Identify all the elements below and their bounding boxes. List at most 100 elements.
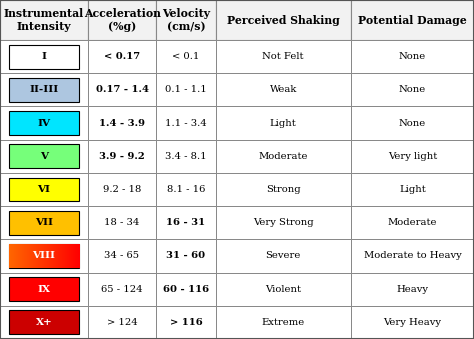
Text: < 0.1: < 0.1 (173, 52, 200, 61)
Bar (88, 306, 156, 339)
Text: Velocity
(cm/s): Velocity (cm/s) (162, 8, 210, 32)
Bar (0, 206, 88, 239)
Text: 8.1 - 16: 8.1 - 16 (167, 185, 205, 194)
Bar (156, 73, 216, 106)
Bar (351, 106, 474, 140)
Text: 16 - 31: 16 - 31 (166, 218, 206, 227)
Bar (351, 173, 474, 206)
Text: IX: IX (37, 285, 50, 294)
Bar (0, 140, 88, 173)
Bar (351, 0, 474, 40)
Text: I: I (41, 52, 46, 61)
Text: Light: Light (399, 185, 426, 194)
Bar (0, 173, 88, 206)
Text: Acceleration
(%g): Acceleration (%g) (83, 8, 161, 32)
Text: 60 - 116: 60 - 116 (163, 285, 209, 294)
Bar (156, 140, 216, 173)
Bar (351, 40, 474, 73)
Bar (9, 78, 79, 102)
Text: Extreme: Extreme (262, 318, 305, 327)
Text: 1.4 - 3.9: 1.4 - 3.9 (99, 119, 145, 127)
Text: VIII: VIII (32, 252, 55, 260)
Bar (9, 244, 79, 268)
Bar (216, 306, 351, 339)
Text: None: None (399, 85, 426, 94)
Text: Very Heavy: Very Heavy (383, 318, 441, 327)
Text: Moderate: Moderate (388, 218, 437, 227)
Bar (9, 211, 79, 235)
Bar (351, 239, 474, 273)
Text: 65 - 124: 65 - 124 (101, 285, 143, 294)
Text: 1.1 - 3.4: 1.1 - 3.4 (165, 119, 207, 127)
Bar (156, 306, 216, 339)
Text: Weak: Weak (270, 85, 297, 94)
Text: Violent: Violent (265, 285, 301, 294)
Text: None: None (399, 52, 426, 61)
Bar (0, 273, 88, 306)
Text: Not Felt: Not Felt (263, 52, 304, 61)
Bar (9, 111, 79, 135)
Bar (0, 239, 88, 273)
Text: 34 - 65: 34 - 65 (104, 252, 140, 260)
Bar (88, 40, 156, 73)
Text: 9.2 - 18: 9.2 - 18 (103, 185, 141, 194)
Bar (351, 73, 474, 106)
Text: VI: VI (37, 185, 50, 194)
Text: Potential Damage: Potential Damage (358, 15, 467, 25)
Bar (88, 206, 156, 239)
Bar (156, 0, 216, 40)
Text: Perceived Shaking: Perceived Shaking (227, 15, 339, 25)
Text: 3.9 - 9.2: 3.9 - 9.2 (99, 152, 145, 161)
Text: V: V (40, 152, 48, 161)
Text: Moderate: Moderate (258, 152, 308, 161)
Bar (88, 0, 156, 40)
Text: > 116: > 116 (170, 318, 202, 327)
Text: X+: X+ (36, 318, 52, 327)
Bar (9, 144, 79, 168)
Bar (156, 206, 216, 239)
Bar (9, 311, 79, 334)
Text: 3.4 - 8.1: 3.4 - 8.1 (165, 152, 207, 161)
Bar (156, 273, 216, 306)
Text: None: None (399, 119, 426, 127)
Bar (216, 140, 351, 173)
Text: 0.17 - 1.4: 0.17 - 1.4 (96, 85, 148, 94)
Text: Severe: Severe (265, 252, 301, 260)
Text: 31 - 60: 31 - 60 (166, 252, 206, 260)
Bar (0, 73, 88, 106)
Bar (88, 273, 156, 306)
Bar (351, 306, 474, 339)
Bar (216, 40, 351, 73)
Bar (0, 0, 88, 40)
Bar (88, 173, 156, 206)
Text: < 0.17: < 0.17 (104, 52, 140, 61)
Text: Very light: Very light (388, 152, 437, 161)
Bar (216, 273, 351, 306)
Bar (351, 140, 474, 173)
Text: VII: VII (35, 218, 53, 227)
Bar (9, 277, 79, 301)
Bar (156, 239, 216, 273)
Text: 18 - 34: 18 - 34 (104, 218, 140, 227)
Bar (351, 206, 474, 239)
Bar (156, 173, 216, 206)
Text: Instrumental
Intensity: Instrumental Intensity (4, 8, 84, 32)
Bar (216, 239, 351, 273)
Bar (0, 106, 88, 140)
Bar (88, 140, 156, 173)
Bar (351, 273, 474, 306)
Bar (88, 73, 156, 106)
Bar (0, 306, 88, 339)
Text: Very Strong: Very Strong (253, 218, 313, 227)
Text: > 124: > 124 (107, 318, 137, 327)
Bar (156, 106, 216, 140)
Bar (216, 173, 351, 206)
Bar (216, 73, 351, 106)
Bar (216, 0, 351, 40)
Bar (9, 45, 79, 68)
Text: IV: IV (37, 119, 50, 127)
Bar (9, 178, 79, 201)
Text: Strong: Strong (266, 185, 301, 194)
Text: Light: Light (270, 119, 297, 127)
Text: II-III: II-III (29, 85, 58, 94)
